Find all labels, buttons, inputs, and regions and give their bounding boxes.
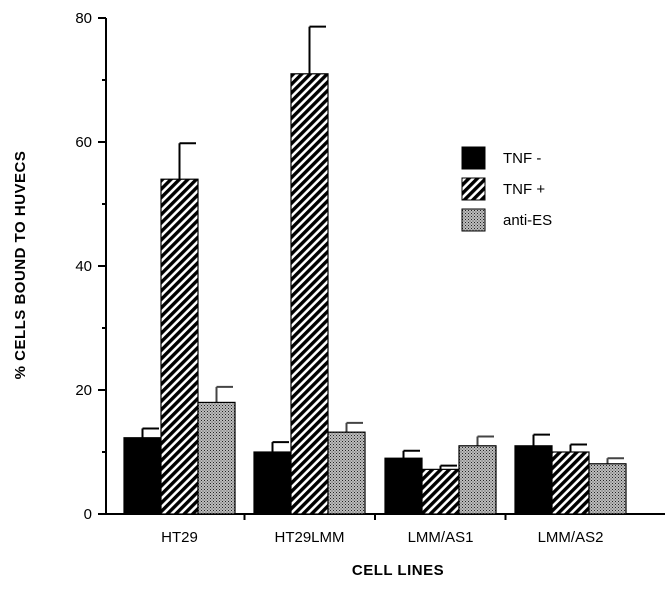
bar xyxy=(588,463,627,515)
bar xyxy=(384,457,423,515)
bar xyxy=(327,431,366,515)
legend-swatch xyxy=(461,177,486,201)
bar xyxy=(290,73,329,515)
legend-label: anti-ES xyxy=(503,212,552,229)
legend-label: TNF - xyxy=(503,150,541,167)
bar xyxy=(253,451,292,515)
y-axis-title: % CELLS BOUND TO HUVECS xyxy=(12,151,29,380)
x-tick-label: HT29 xyxy=(161,529,198,546)
y-tick-label: 60 xyxy=(75,134,92,151)
x-tick-label: LMM/AS1 xyxy=(408,529,474,546)
x-axis-title: CELL LINES xyxy=(352,562,444,579)
x-tick-label: LMM/AS2 xyxy=(538,529,604,546)
legend-swatch xyxy=(461,208,486,232)
legend-label: TNF + xyxy=(503,181,545,198)
bar xyxy=(514,445,553,515)
legend: TNF - TNF + anti-ES xyxy=(461,146,552,232)
bar xyxy=(551,451,590,515)
y-tick-label: 80 xyxy=(75,10,92,27)
bar xyxy=(160,178,199,515)
bars xyxy=(123,25,627,515)
x-tick-label: HT29LMM xyxy=(274,529,344,546)
bar xyxy=(197,401,236,515)
y-tick-label: 0 xyxy=(84,506,92,523)
y-tick-label: 40 xyxy=(75,258,92,275)
bar xyxy=(421,468,460,515)
bar xyxy=(123,437,162,515)
legend-swatch xyxy=(461,146,486,170)
bar xyxy=(458,445,497,515)
y-tick-label: 20 xyxy=(75,382,92,399)
